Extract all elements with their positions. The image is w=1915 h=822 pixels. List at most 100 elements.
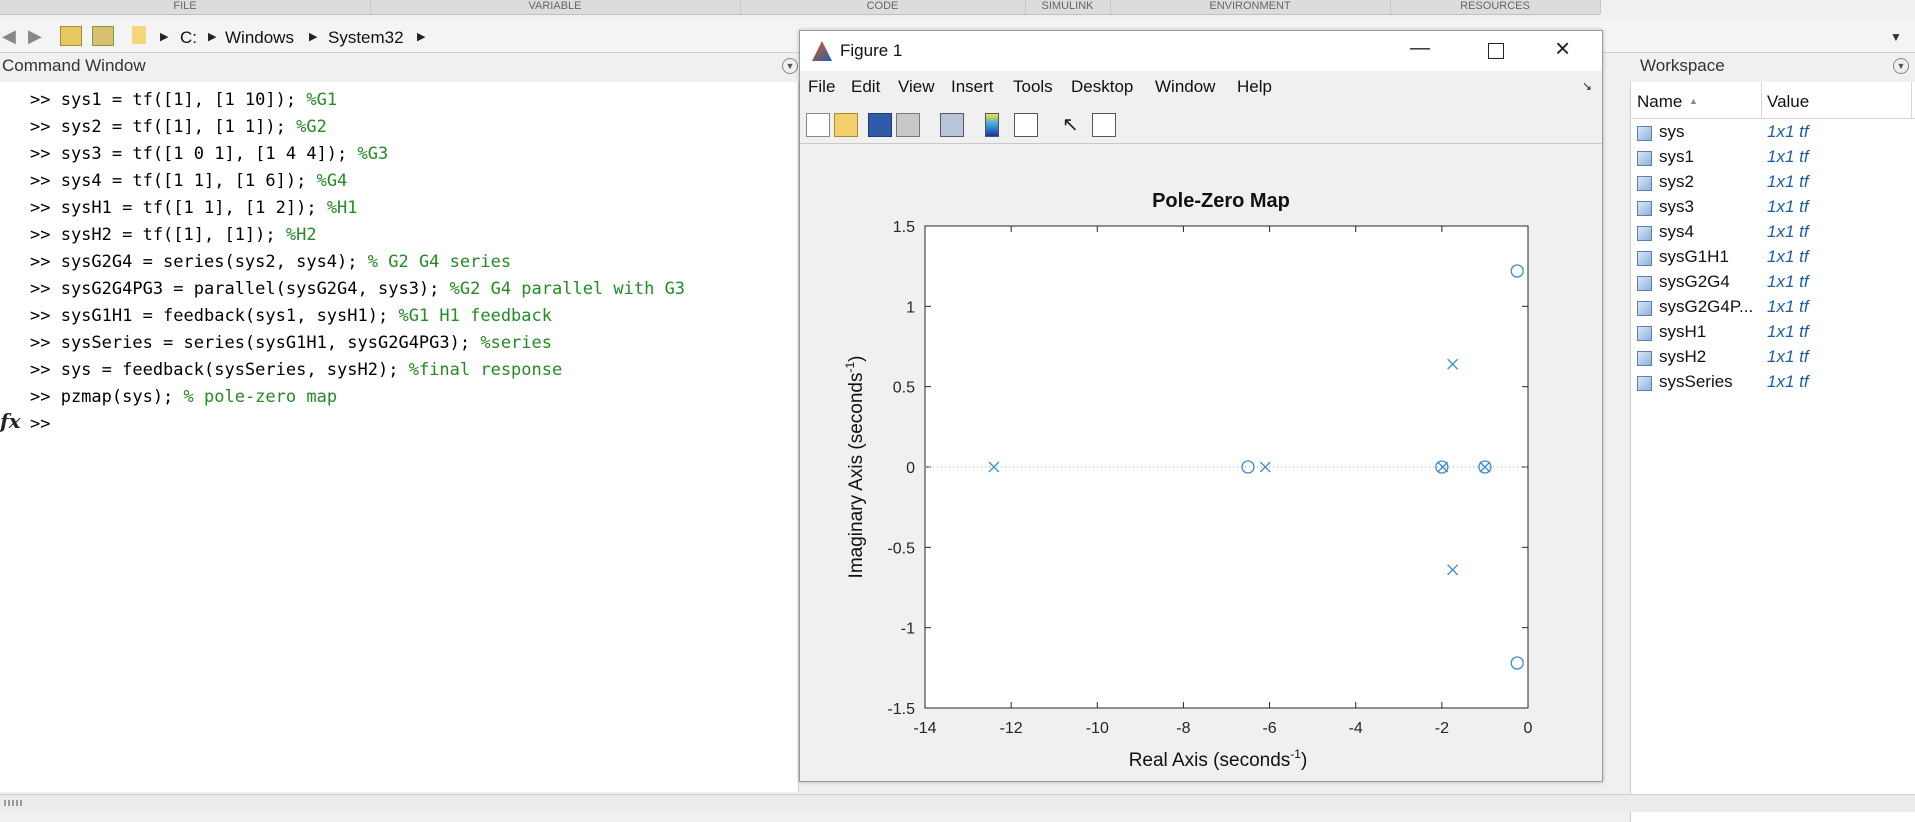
breadcrumb-arrow-icon[interactable]: ▶ (417, 31, 426, 43)
variable-icon (1637, 351, 1652, 366)
variable-name: sysH1 (1659, 322, 1707, 341)
breadcrumb-arrow-icon[interactable]: ▶ (309, 31, 318, 43)
workspace-row[interactable]: sys1 1x1 tf (1631, 147, 1915, 172)
zero-marker (1478, 460, 1492, 474)
workspace-row[interactable]: sysG2G4 1x1 tf (1631, 272, 1915, 297)
pole-marker (1447, 564, 1459, 576)
variable-icon (1637, 126, 1652, 141)
property-inspector-icon[interactable] (1092, 113, 1116, 137)
workspace-row[interactable]: sysSeries 1x1 tf (1631, 372, 1915, 397)
column-divider[interactable] (1761, 82, 1762, 118)
tab-file[interactable]: FILE (0, 0, 371, 14)
pointer-icon[interactable]: ↖ (1062, 114, 1079, 136)
tab-code[interactable]: CODE (740, 0, 1026, 14)
tab-simulink[interactable]: SIMULINK (1025, 0, 1111, 14)
address-dropdown-icon[interactable]: ▼ (1890, 30, 1902, 44)
command-line: >> sys3 = tf([1 0 1], [1 4 4]); %G3 (30, 144, 389, 164)
print-icon[interactable] (896, 113, 920, 137)
dock-icon[interactable]: ↘ (1582, 79, 1593, 93)
figure-titlebar: Figure 1 — × (800, 31, 1602, 71)
workspace-row[interactable]: sys4 1x1 tf (1631, 222, 1915, 247)
variable-value: 1x1 tf (1767, 272, 1809, 291)
command-window[interactable]: >> sys1 = tf([1], [1 10]); %G1 >> sys2 =… (0, 82, 799, 792)
breadcrumb-c[interactable]: C: (180, 28, 197, 47)
variable-icon (1637, 176, 1652, 191)
menu-edit[interactable]: Edit (851, 77, 881, 96)
command-line: >> sys2 = tf([1], [1 1]); %G2 (30, 117, 327, 137)
pole-stroke (1259, 461, 1271, 473)
menu-help[interactable]: Help (1237, 77, 1272, 96)
pole-marker (1259, 461, 1271, 473)
tab-environment[interactable]: ENVIRONMENT (1110, 0, 1391, 14)
back-icon[interactable]: ◀ (2, 26, 16, 46)
x-tick-label: -8 (1176, 720, 1190, 737)
figure-title: Figure 1 (840, 41, 903, 60)
menu-insert[interactable]: Insert (951, 77, 994, 96)
pole-stroke (1447, 358, 1459, 370)
command-prompt[interactable]: >> (30, 414, 51, 434)
workspace-row[interactable]: sysG2G4P... 1x1 tf (1631, 297, 1915, 322)
column-value[interactable]: Value (1767, 92, 1810, 111)
menu-tools[interactable]: Tools (1013, 77, 1053, 96)
tab-variable[interactable]: VARIABLE (370, 0, 741, 14)
variable-name: sysG2G4P... (1659, 297, 1754, 316)
workspace-row[interactable]: sys3 1x1 tf (1631, 197, 1915, 222)
workspace-row[interactable]: sysG1H1 1x1 tf (1631, 247, 1915, 272)
variable-icon (1637, 376, 1652, 391)
variable-value: 1x1 tf (1767, 297, 1809, 316)
minimize-icon[interactable]: — (1410, 37, 1430, 59)
x-tick-label: -2 (1435, 720, 1449, 737)
workspace-panel: Name ▲ Value sys 1x1 tf sys1 1x1 tf sys2 1x… (1630, 82, 1915, 822)
y-tick-label: 0 (906, 460, 915, 477)
legend-icon[interactable] (1014, 113, 1038, 137)
variable-icon (1637, 251, 1652, 266)
workspace-row[interactable]: sys2 1x1 tf (1631, 172, 1915, 197)
menu-window[interactable]: Window (1155, 77, 1216, 96)
colorbar-icon[interactable] (985, 113, 999, 137)
y-tick-label: -0.5 (887, 540, 915, 557)
folder-icon (132, 26, 146, 44)
variable-value: 1x1 tf (1767, 222, 1809, 241)
command-gutter (0, 82, 24, 792)
command-line: >> sysH2 = tf([1], [1]); %H2 (30, 225, 317, 245)
pole-stroke (988, 461, 1000, 473)
command-window-title: Command Window (2, 56, 146, 75)
forward-icon[interactable]: ▶ (28, 26, 42, 46)
matlab-logo-icon (812, 41, 832, 61)
close-icon[interactable]: × (1555, 33, 1571, 63)
link-icon[interactable] (940, 113, 964, 137)
menu-view[interactable]: View (898, 77, 935, 96)
maximize-icon[interactable] (1488, 43, 1504, 59)
workspace-row[interactable]: sysH2 1x1 tf (1631, 347, 1915, 372)
panel-actions-icon[interactable]: ▼ (782, 58, 798, 74)
menu-file[interactable]: File (808, 77, 836, 96)
figure-menubar: File Edit View Insert Tools Desktop Wind… (800, 75, 1602, 101)
browse-folder-icon[interactable] (92, 26, 114, 46)
column-name[interactable]: Name (1637, 92, 1683, 111)
workspace-row[interactable]: sysH1 1x1 tf (1631, 322, 1915, 347)
column-divider[interactable] (1911, 82, 1912, 118)
variable-value: 1x1 tf (1767, 372, 1809, 391)
open-icon[interactable] (834, 113, 858, 137)
breadcrumb-arrow-icon[interactable]: ▶ (160, 31, 169, 43)
command-line: >> sysG2G4PG3 = parallel(sysG2G4, sys3);… (30, 279, 686, 299)
variable-value: 1x1 tf (1767, 147, 1809, 166)
new-figure-icon[interactable] (806, 113, 830, 137)
workspace-actions-icon[interactable]: ▼ (1893, 58, 1909, 74)
x-tick-label: -4 (1349, 720, 1363, 737)
workspace-row[interactable]: sys 1x1 tf (1631, 122, 1915, 147)
breadcrumb-windows[interactable]: Windows (225, 28, 294, 47)
save-icon[interactable] (868, 113, 892, 137)
breadcrumb-system32[interactable]: System32 (328, 28, 404, 47)
function-browser-icon[interactable]: fx (0, 409, 21, 433)
up-folder-icon[interactable] (60, 26, 82, 46)
menu-desktop[interactable]: Desktop (1071, 77, 1134, 96)
variable-icon (1637, 326, 1652, 341)
zero-marker (1241, 460, 1255, 474)
breadcrumb-arrow-icon[interactable]: ▶ (208, 31, 217, 43)
variable-name: sys3 (1659, 197, 1694, 216)
chart-title: Pole-Zero Map (1152, 190, 1290, 212)
tab-resources[interactable]: RESOURCES (1390, 0, 1601, 14)
variable-name: sysSeries (1659, 372, 1733, 391)
variable-icon (1637, 226, 1652, 241)
